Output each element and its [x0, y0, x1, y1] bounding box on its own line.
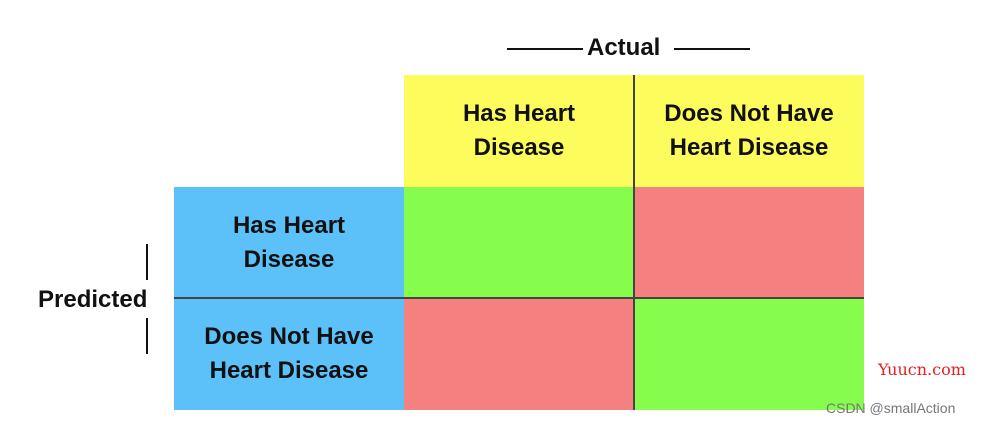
cell-false-negative [404, 298, 634, 410]
column-header-has-disease-label: Has Heart Disease [462, 100, 576, 161]
grid-vertical-divider [633, 75, 635, 410]
predicted-line-bottom [146, 318, 148, 354]
actual-line-left [507, 48, 583, 50]
row-header-has-disease-label: Has Heart Disease [232, 211, 346, 273]
site-watermark: Yuucn.com [878, 360, 966, 379]
predicted-axis-title: Predicted [38, 286, 148, 313]
row-header-has-disease: Has Heart Disease [174, 187, 404, 298]
predicted-line-top [146, 244, 148, 280]
actual-axis-title: Actual [587, 34, 661, 61]
row-header-no-disease: Does Not Have Heart Disease [174, 298, 404, 410]
cell-false-positive [634, 187, 864, 298]
cell-true-positive [404, 187, 634, 298]
row-header-no-disease-label: Does Not Have Heart Disease [204, 323, 374, 384]
cell-true-negative [634, 298, 864, 410]
grid-horizontal-divider [174, 297, 864, 299]
actual-line-right [674, 48, 750, 50]
author-watermark: CSDN @smallAction [826, 400, 956, 416]
column-header-no-disease-label: Does Not Have Heart Disease [664, 100, 834, 161]
column-header-no-disease: Does Not Have Heart Disease [634, 75, 864, 187]
column-header-has-disease: Has Heart Disease [404, 75, 634, 187]
